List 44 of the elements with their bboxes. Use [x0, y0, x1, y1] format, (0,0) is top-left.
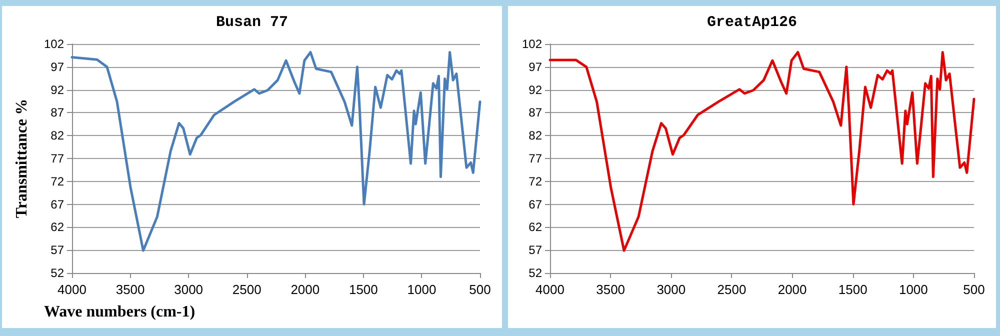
chart-title: Busan 77	[216, 14, 288, 31]
y-tick-label: 72	[528, 174, 542, 188]
x-tick-label: 4000	[58, 282, 86, 297]
x-tick-label: 2500	[717, 282, 746, 297]
x-tick-label: 2500	[232, 282, 262, 297]
y-tick-label: 92	[528, 82, 542, 97]
line-series	[70, 50, 482, 252]
y-tick-label: 67	[528, 197, 542, 212]
y-tick-label: 82	[528, 128, 542, 143]
x-tick-label: 4000	[536, 282, 564, 297]
y-tick-label: 102	[44, 37, 64, 51]
y-tick-label: 57	[50, 243, 64, 258]
y-tick-label: 87	[50, 106, 64, 120]
y-tick-label: 72	[50, 174, 64, 188]
x-tick-label: 1500	[348, 282, 378, 297]
y-tick-label: 97	[528, 60, 542, 74]
y-tick-label: 67	[50, 197, 64, 212]
y-tick-label: 77	[528, 152, 542, 166]
y-tick-label: 57	[528, 243, 542, 258]
x-tick-label: 500	[469, 282, 491, 297]
y-tick-label: 87	[528, 106, 542, 120]
y-tick-label: 52	[50, 266, 64, 280]
x-tick-label: 3000	[656, 282, 686, 297]
chart-title: GreatAp126	[706, 14, 798, 31]
y-tick-label: 62	[50, 220, 64, 234]
x-tick-label: 3000	[174, 282, 204, 297]
x-tick-label: 2000	[778, 282, 807, 297]
x-tick-label: 1000	[407, 282, 436, 297]
y-tick-label: 82	[50, 128, 64, 143]
x-tick-label: 1000	[898, 282, 928, 297]
y-tick-label: 92	[50, 82, 64, 97]
x-axis-title: Wave numbers (cm-1)	[44, 304, 196, 320]
x-tick-label: 3500	[116, 282, 145, 297]
line-series	[548, 50, 976, 252]
y-tick-label: 77	[50, 152, 64, 166]
x-tick-label: 2000	[290, 282, 320, 297]
x-tick-label: 3500	[596, 282, 626, 297]
y-tick-label: 97	[50, 60, 64, 74]
y-tick-label: 52	[528, 266, 542, 280]
y-tick-label: 102	[522, 37, 542, 51]
y-axis-title: Transmittance %	[14, 98, 30, 218]
x-tick-label: 500	[963, 282, 985, 297]
x-tick-label: 1500	[838, 282, 868, 297]
y-tick-label: 62	[528, 220, 542, 234]
